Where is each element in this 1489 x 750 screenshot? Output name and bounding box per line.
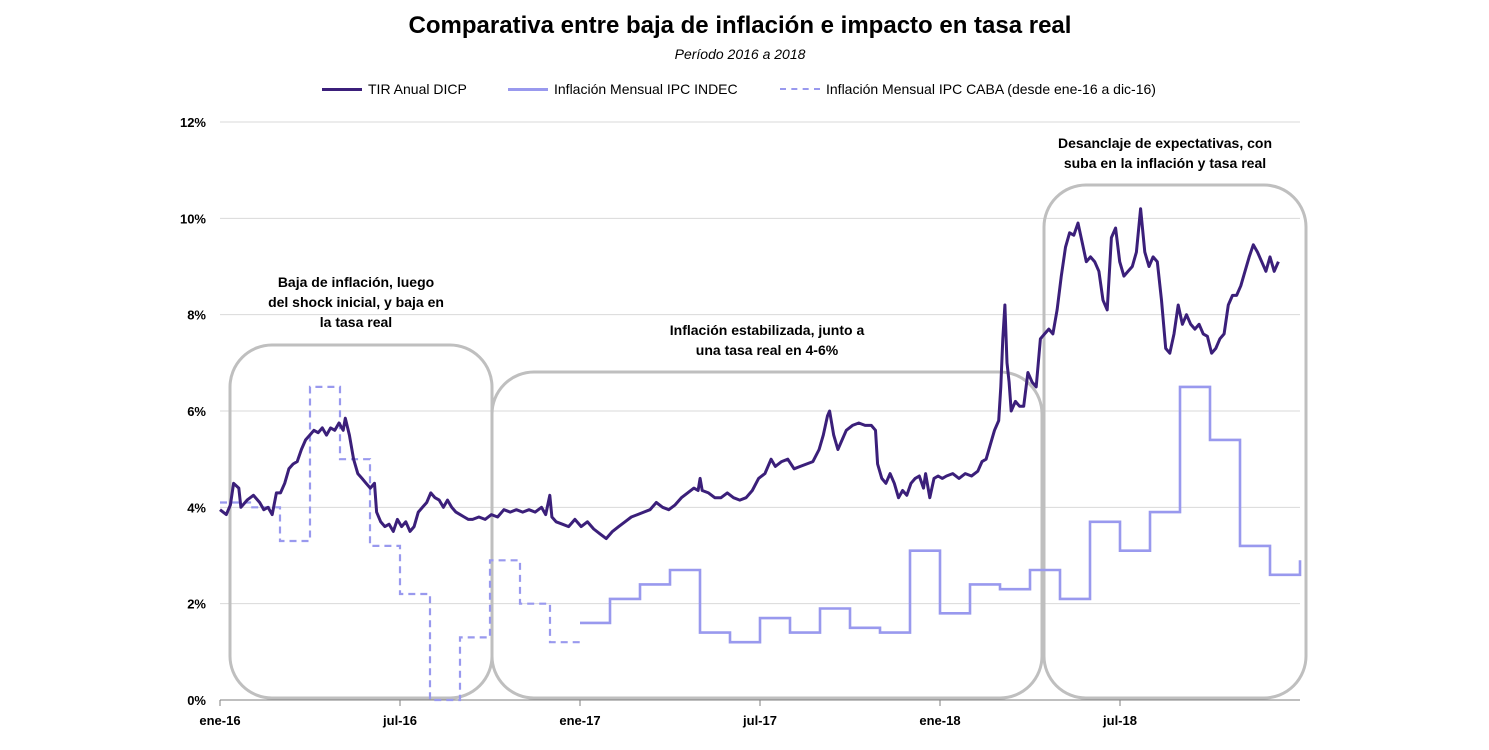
x-tick-label: jul-16	[382, 713, 417, 728]
legend-swatch-tir	[322, 87, 362, 91]
chart-title: Comparativa entre baja de inflación e im…	[408, 12, 1072, 39]
x-tick-label: jul-17	[742, 713, 777, 728]
y-tick-label: 8%	[187, 308, 206, 323]
annotation-text: Desanclaje de expectativas, con	[1058, 135, 1272, 151]
legend-label-tir: TIR Anual DICP	[368, 81, 467, 97]
series-line-tir	[219, 207, 1280, 541]
annotation-box	[1042, 183, 1308, 700]
y-tick-label: 6%	[187, 404, 206, 419]
legend-swatch-caba	[780, 88, 820, 90]
y-tick-label: 4%	[187, 500, 206, 515]
annotation-box	[228, 343, 494, 700]
legend-item-caba: Inflación Mensual IPC CABA (desde ene-16…	[780, 81, 1156, 97]
legend: TIR Anual DICP Inflación Mensual IPC IND…	[0, 81, 1489, 101]
series-line-indec	[580, 385, 1302, 644]
y-tick-label: 10%	[180, 211, 206, 226]
y-tick-label: 2%	[187, 597, 206, 612]
annotation-text: una tasa real en 4-6%	[696, 342, 839, 358]
x-tick-label: ene-17	[559, 713, 600, 728]
legend-item-tir: TIR Anual DICP	[322, 81, 467, 97]
annotation-text: Baja de inflación, luego	[278, 274, 434, 290]
legend-swatch-indec	[508, 87, 548, 91]
annotation-text: Inflación estabilizada, junto a	[670, 322, 865, 338]
annotation-text: del shock inicial, y baja en	[268, 294, 444, 310]
series-line-caba	[220, 385, 580, 702]
x-tick-label: ene-18	[919, 713, 960, 728]
annotation-text: la tasa real	[320, 314, 392, 330]
y-tick-label: 12%	[180, 115, 206, 130]
chart-subtitle: Período 2016 a 2018	[674, 46, 806, 62]
legend-item-indec: Inflación Mensual IPC INDEC	[508, 81, 738, 97]
annotation-box	[490, 370, 1044, 700]
legend-label-indec: Inflación Mensual IPC INDEC	[554, 81, 738, 97]
x-tick-label: ene-16	[199, 713, 240, 728]
legend-label-caba: Inflación Mensual IPC CABA (desde ene-16…	[826, 81, 1156, 97]
annotation-text: suba en la inflación y tasa real	[1064, 155, 1266, 171]
x-tick-label: jul-18	[1102, 713, 1137, 728]
y-tick-label: 0%	[187, 693, 206, 708]
